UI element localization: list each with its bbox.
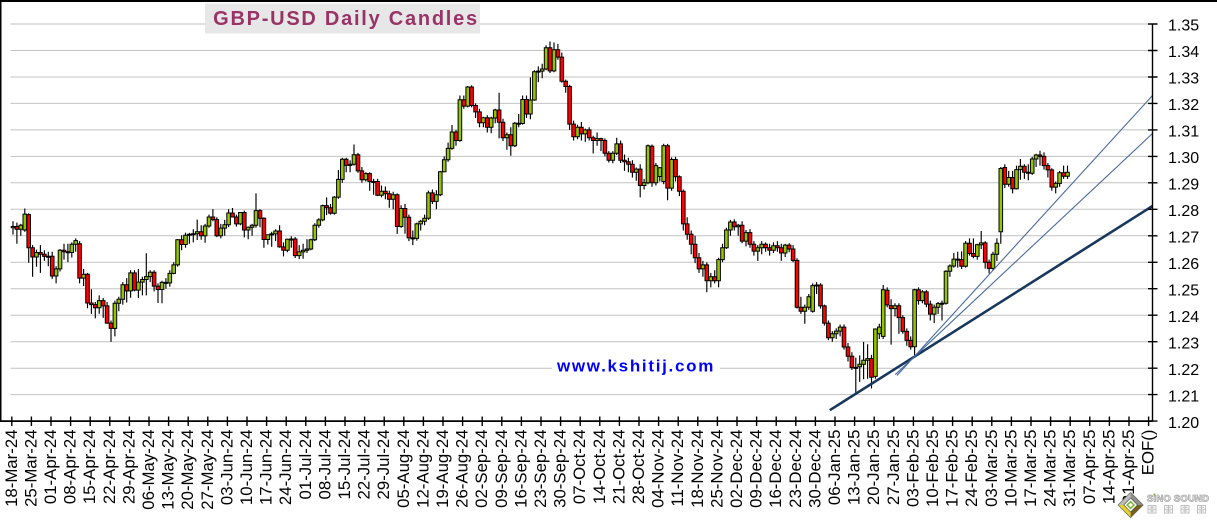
- svg-text:17-Mar-25: 17-Mar-25: [1021, 430, 1040, 507]
- svg-text:03-Feb-25: 03-Feb-25: [903, 430, 922, 507]
- svg-text:1.35: 1.35: [1168, 18, 1199, 35]
- svg-text:02-Dec-24: 02-Dec-24: [727, 430, 746, 508]
- svg-text:27-Jan-25: 27-Jan-25: [884, 430, 903, 506]
- svg-text:1.30: 1.30: [1168, 150, 1199, 167]
- svg-text:1.25: 1.25: [1168, 282, 1199, 299]
- svg-text:25-Nov-24: 25-Nov-24: [707, 430, 726, 508]
- svg-text:30-Sep-24: 30-Sep-24: [551, 430, 570, 508]
- svg-text:17-Feb-25: 17-Feb-25: [943, 430, 962, 507]
- svg-text:19-Aug-24: 19-Aug-24: [433, 430, 452, 508]
- svg-text:1.21: 1.21: [1168, 388, 1199, 405]
- svg-text:10-Jun-24: 10-Jun-24: [237, 430, 256, 506]
- svg-text:01-Apr-24: 01-Apr-24: [41, 430, 60, 505]
- svg-text:GBP-USD Daily Candles: GBP-USD Daily Candles: [213, 8, 479, 30]
- svg-text:1.27: 1.27: [1168, 230, 1199, 247]
- svg-text:1.33: 1.33: [1168, 71, 1199, 88]
- svg-text:1.22: 1.22: [1168, 362, 1199, 379]
- svg-text:02-Sep-24: 02-Sep-24: [472, 430, 491, 508]
- svg-text:05-Aug-24: 05-Aug-24: [394, 430, 413, 508]
- svg-text:09-Sep-24: 09-Sep-24: [492, 430, 511, 508]
- svg-text:30-Dec-24: 30-Dec-24: [805, 430, 824, 508]
- svg-text:13-May-24: 13-May-24: [159, 430, 178, 510]
- svg-text:31-Mar-25: 31-Mar-25: [1060, 430, 1079, 507]
- svg-text:18-Nov-24: 18-Nov-24: [688, 430, 707, 508]
- svg-text:08-Apr-24: 08-Apr-24: [61, 430, 80, 505]
- svg-text:1.32: 1.32: [1168, 97, 1199, 114]
- svg-text:21-Oct-24: 21-Oct-24: [609, 430, 628, 505]
- svg-text:25-Mar-24: 25-Mar-24: [21, 430, 40, 507]
- svg-text:21-Apr-25: 21-Apr-25: [1119, 430, 1138, 505]
- svg-text:11-Nov-24: 11-Nov-24: [668, 430, 687, 507]
- svg-text:03-Mar-25: 03-Mar-25: [982, 430, 1001, 507]
- svg-text:1.29: 1.29: [1168, 177, 1199, 194]
- svg-text:22-Jul-24: 22-Jul-24: [355, 430, 374, 500]
- svg-text:20-May-24: 20-May-24: [178, 430, 197, 510]
- svg-text:23-Sep-24: 23-Sep-24: [531, 430, 550, 508]
- svg-text:08-Jul-24: 08-Jul-24: [315, 430, 334, 500]
- svg-text:1.34: 1.34: [1168, 44, 1199, 61]
- svg-text:16-Sep-24: 16-Sep-24: [511, 430, 530, 508]
- svg-text:1.23: 1.23: [1168, 335, 1199, 352]
- svg-text:10-Mar-25: 10-Mar-25: [1001, 430, 1020, 507]
- svg-text:07-Oct-24: 07-Oct-24: [570, 430, 589, 505]
- svg-text:04-Nov-24: 04-Nov-24: [649, 430, 668, 508]
- svg-text:22-Apr-24: 22-Apr-24: [100, 430, 119, 505]
- svg-text:06-Jan-25: 06-Jan-25: [825, 430, 844, 506]
- svg-text:28-Oct-24: 28-Oct-24: [629, 430, 648, 505]
- svg-text:14-Oct-24: 14-Oct-24: [590, 430, 609, 505]
- svg-text:1.24: 1.24: [1168, 309, 1199, 326]
- svg-text:14-Apr-25: 14-Apr-25: [1099, 430, 1118, 505]
- svg-text:10-Feb-25: 10-Feb-25: [923, 430, 942, 507]
- svg-text:06-May-24: 06-May-24: [139, 430, 158, 510]
- svg-text:03-Jun-24: 03-Jun-24: [217, 430, 236, 506]
- svg-text:1.20: 1.20: [1168, 415, 1199, 432]
- svg-text:12-Aug-24: 12-Aug-24: [413, 430, 432, 508]
- svg-text:1.26: 1.26: [1168, 256, 1199, 273]
- svg-text:EOF(): EOF(): [1139, 430, 1158, 476]
- svg-text:15-Jul-24: 15-Jul-24: [335, 430, 354, 500]
- svg-text:24-Mar-25: 24-Mar-25: [1041, 430, 1060, 507]
- svg-text:16-Dec-24: 16-Dec-24: [766, 430, 785, 508]
- svg-text:www.kshitij.com: www.kshitij.com: [556, 357, 715, 376]
- svg-text:29-Jul-24: 29-Jul-24: [374, 430, 393, 500]
- svg-text:1.31: 1.31: [1168, 124, 1199, 141]
- svg-text:26-Aug-24: 26-Aug-24: [453, 430, 472, 508]
- svg-text:01-Jul-24: 01-Jul-24: [296, 430, 315, 500]
- svg-text:18-Mar-24: 18-Mar-24: [2, 430, 21, 507]
- svg-text:23-Dec-24: 23-Dec-24: [786, 430, 805, 508]
- svg-text:29-Apr-24: 29-Apr-24: [119, 430, 138, 505]
- svg-text:07-Apr-25: 07-Apr-25: [1080, 430, 1099, 505]
- svg-text:24-Feb-25: 24-Feb-25: [962, 430, 981, 507]
- svg-text:24-Jun-24: 24-Jun-24: [276, 430, 295, 506]
- svg-text:20-Jan-25: 20-Jan-25: [864, 430, 883, 506]
- svg-text:17-Jun-24: 17-Jun-24: [257, 430, 276, 506]
- svg-text:13-Jan-25: 13-Jan-25: [845, 430, 864, 506]
- svg-text:27-May-24: 27-May-24: [198, 430, 217, 510]
- svg-text:09-Dec-24: 09-Dec-24: [747, 430, 766, 508]
- svg-text:SiNO SOUND: SiNO SOUND: [1147, 494, 1209, 505]
- svg-text:1.28: 1.28: [1168, 203, 1199, 220]
- svg-text:15-Apr-24: 15-Apr-24: [80, 430, 99, 505]
